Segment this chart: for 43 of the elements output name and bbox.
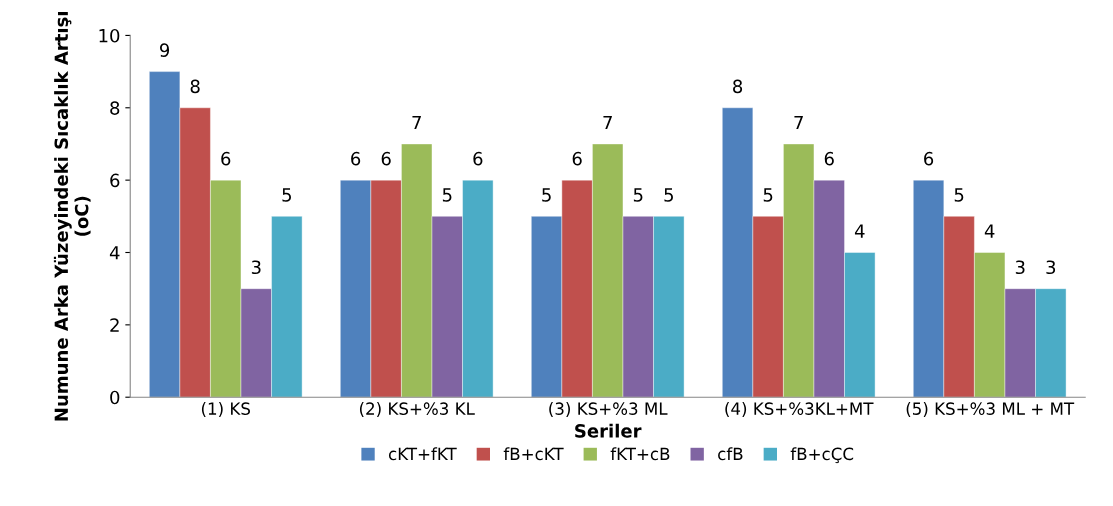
y-axis-title: Numune Arka Yüzeyindeki Sıcaklık Artışı (oC) [53,12,91,421]
data-label: 3 [1015,260,1025,275]
y-tick-label: 10 [99,28,120,43]
data-label: 3 [1046,260,1056,275]
y-tick-label: 4 [109,246,120,260]
data-label: 7 [603,115,612,130]
data-label: 6 [221,151,231,166]
x-tick-label: (5) KS+%3 ML + MT [906,402,1075,417]
data-label: 6 [572,151,582,166]
data-label: 6 [824,151,834,166]
data-label: 5 [664,188,673,202]
data-label: 5 [633,188,643,202]
data-label: 5 [763,188,773,202]
y-tick-label: 2 [110,318,119,332]
data-label: 3 [251,260,261,275]
x-tick-label: (3) KS+%3 ML [549,402,668,417]
data-label: 6 [924,151,934,166]
legend-label: fB+cKT [503,447,564,461]
data-label: 5 [542,188,551,202]
legend-label: cKT+fKT [388,447,457,461]
data-label: 7 [794,115,803,130]
data-label: 6 [381,151,391,166]
data-label: 5 [954,188,964,202]
x-tick-label: (1) KS [201,402,250,417]
x-axis-title: Seriler [575,423,642,438]
data-label: 9 [159,43,170,57]
y-tick-label: 6 [110,173,120,188]
x-tick-label: (4) KS+%3KL+MT [725,402,874,417]
data-label: 8 [733,79,743,94]
data-label: 7 [412,115,421,130]
data-label: 6 [473,151,483,166]
x-tick-label: (2) KS+%3 KL [359,402,475,417]
y-tick-label: 0 [110,390,120,405]
legend-label: cfB [718,447,743,461]
data-label: 5 [442,188,452,202]
y-tick-label: 8 [110,101,120,115]
legend-label: fB+cÇC [790,447,854,464]
data-label: 4 [854,224,865,238]
legend-label: fKT+cB [610,447,670,461]
data-label: 8 [190,79,200,94]
data-label: 6 [351,151,361,166]
data-label: 4 [984,224,995,238]
data-label: 5 [282,188,291,202]
